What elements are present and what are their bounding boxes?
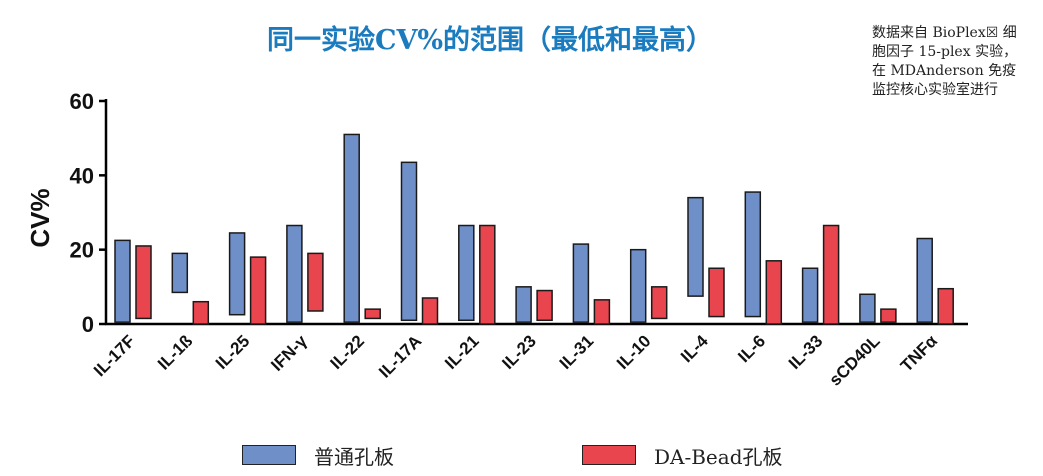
bar-series-b	[822, 224, 840, 325]
note-line: 监控核心实验室进行	[872, 82, 998, 98]
bar-series-b	[249, 256, 267, 325]
x-tick-label: IFN-γ	[267, 331, 311, 375]
bar-series-a	[400, 161, 418, 322]
bar-series-b	[937, 287, 954, 325]
bar-series-a	[916, 237, 933, 323]
bar-series-a	[171, 252, 189, 294]
x-tick-label: TNFα	[897, 331, 942, 376]
y-tick-label: 60	[70, 89, 94, 114]
x-tick-label: IL-22	[327, 331, 368, 372]
bar-series-a	[286, 224, 303, 323]
y-tick-label: 20	[70, 238, 94, 263]
bar-series-a	[801, 267, 819, 323]
x-tick-label: IL-10	[613, 331, 654, 372]
legend-item-series-b: DA-Bead孔板	[582, 440, 783, 470]
y-tick-label: 0	[82, 312, 94, 337]
x-tick-label: IL-33	[785, 331, 826, 372]
bar-series-a	[859, 293, 876, 323]
x-tick-label: IL-21	[441, 331, 482, 372]
bar-series-a	[744, 191, 762, 318]
bar-series-a	[228, 232, 246, 316]
note-line: 在 MDAnderson 免疫	[872, 63, 1017, 79]
legend-label-series-b: DA-Bead孔板	[654, 444, 783, 469]
bar-series-b	[421, 297, 439, 325]
x-tick-label: IL-23	[498, 331, 539, 372]
x-tick-label: IL-1ß	[154, 331, 196, 373]
bar-series-b	[536, 289, 553, 322]
bar-series-b	[479, 224, 496, 325]
bar-series-b	[650, 286, 668, 320]
bar-series-b	[765, 260, 783, 325]
bar-series-b	[135, 245, 152, 320]
bar-series-b	[593, 299, 611, 325]
note-line: 数据来自 BioPlex☒ 细	[872, 25, 1017, 41]
x-tick-label: IL-31	[556, 331, 597, 372]
bar-series-b	[708, 267, 725, 318]
x-tick-label: IL-17A	[375, 331, 425, 381]
legend-swatch-series-b	[582, 445, 636, 465]
x-tick-label: IL-4	[677, 331, 712, 366]
bar-series-b	[880, 308, 897, 323]
bar-series-a	[572, 243, 590, 323]
bar-series-b	[192, 300, 210, 325]
bar-series-a	[114, 239, 131, 323]
bar-series-a	[687, 196, 704, 297]
bar-series-a	[629, 248, 647, 323]
y-axis-label: CV%	[25, 188, 55, 247]
bar-series-a	[458, 224, 475, 322]
legend-label-series-a: 普通孔板	[314, 444, 394, 469]
bar-series-b	[364, 308, 381, 320]
x-tick-label: IL-17F	[90, 331, 139, 380]
chart-title: 同一实验CV%的范围（最低和最高）	[266, 25, 714, 56]
bar-series-a	[343, 133, 360, 323]
x-tick-label: IL-25	[212, 331, 253, 372]
note-line: 胞因子 15-plex 实验，	[872, 44, 1018, 60]
bar-series-a	[515, 286, 532, 323]
y-tick-label: 40	[70, 163, 94, 188]
x-tick-label: sCD40L	[826, 331, 884, 389]
x-tick-label: IL-6	[734, 331, 769, 366]
legend-swatch-series-a	[242, 445, 296, 465]
bar-series-b	[307, 252, 324, 312]
legend-item-series-a: 普通孔板	[242, 440, 394, 470]
data-source-note: 数据来自 BioPlex☒ 细 胞因子 15-plex 实验， 在 MDAnde…	[872, 24, 1040, 100]
